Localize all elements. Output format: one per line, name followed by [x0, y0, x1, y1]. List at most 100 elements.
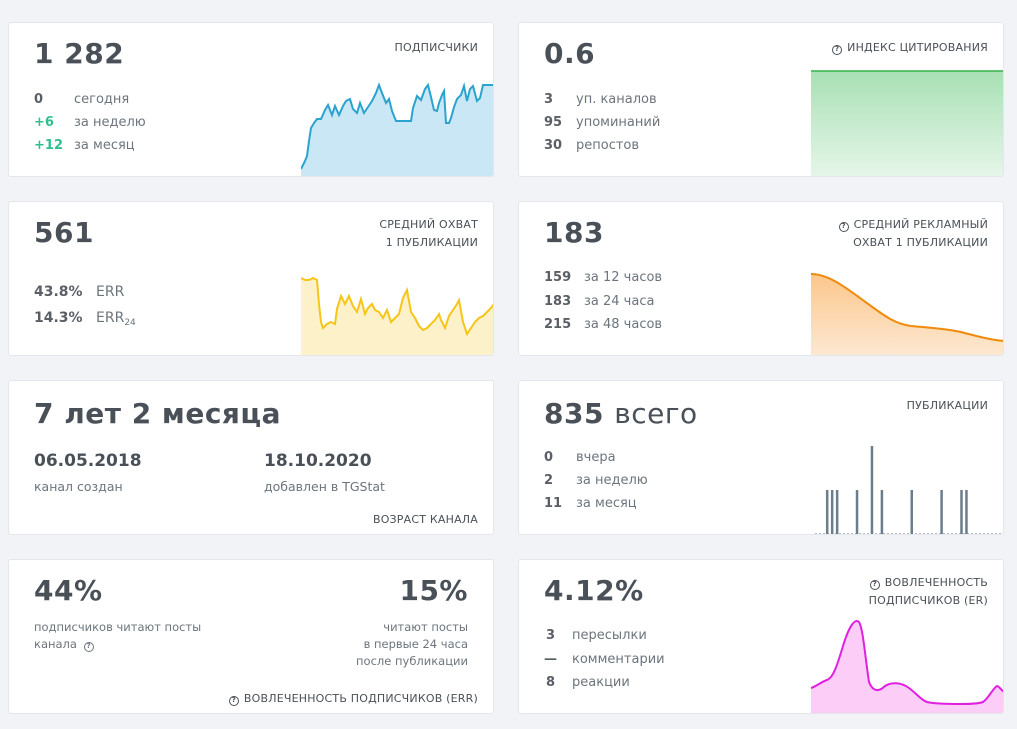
stat-value: 0 [34, 92, 44, 107]
question-circle-icon[interactable]: ? [869, 580, 880, 590]
stat-week: 2 за неделю [544, 473, 744, 491]
first-day-readers-percent: 15% [399, 574, 468, 607]
ad-reach-title-line1: СРЕДНИЙ РЕКЛАМНЫЙ [853, 218, 988, 231]
stat-value: 3 [544, 92, 554, 107]
stat-today: 0 сегодня [34, 92, 234, 110]
publications-bar-chart[interactable] [815, 441, 1004, 535]
question-circle-icon[interactable]: ? [832, 45, 843, 55]
readers-desc-line1: подписчиков читают посты [34, 620, 202, 634]
stat-reactions: 8 реакции [546, 675, 746, 693]
added-label: добавлен в TGStat [264, 479, 385, 494]
engagement-err-card[interactable]: 44% подписчиков читают посты канала ? 15… [8, 559, 494, 714]
stat-reposts: 30 репостов [544, 138, 744, 156]
readers-description: подписчиков читают посты канала ? [34, 619, 201, 653]
stat-label: репостов [576, 138, 640, 153]
publication-bar[interactable] [855, 490, 859, 534]
reach-card[interactable]: 561 СРЕДНИЙ ОХВАТ 1 ПУБЛИКАЦИИ 43.8% ERR… [8, 201, 494, 356]
stat-value: 95 [544, 115, 563, 130]
stat-value: 215 [544, 317, 572, 332]
stat-value: +12 [34, 138, 63, 153]
stat-value: 2 [544, 473, 554, 488]
stat-label: ERR [96, 284, 125, 300]
stat-label: за месяц [74, 138, 135, 153]
subscribers-count: 1 282 [34, 37, 125, 70]
added-date: 18.10.2020 [264, 451, 372, 471]
stat-value: 11 [544, 496, 563, 511]
citation-title-text: ИНДЕКС ЦИТИРОВАНИЯ [847, 41, 988, 54]
er-value: 4.12% [544, 574, 644, 607]
stat-label: за неделю [74, 115, 146, 130]
er-sparkline[interactable] [811, 616, 1004, 714]
stat-label: за 12 часов [584, 270, 663, 285]
publication-bar[interactable] [940, 490, 943, 534]
stat-value: 43.8% [34, 284, 83, 300]
stat-value: 183 [544, 294, 572, 309]
publication-bar[interactable] [910, 490, 914, 534]
err-subscript: 24 [124, 318, 136, 328]
stat-week: +6 за неделю [34, 115, 234, 133]
stat-err: 43.8% ERR [34, 284, 234, 304]
first-day-desc-line1: читают посты [383, 620, 468, 634]
citation-sparkline[interactable] [811, 69, 1004, 177]
stat-label: за месяц [576, 496, 637, 511]
stat-month: +12 за месяц [34, 138, 234, 156]
stat-err24: 14.3% ERR24 [34, 310, 234, 332]
ad-reach-sparkline[interactable] [811, 272, 1004, 356]
publication-bar[interactable] [835, 490, 839, 534]
stat-value: 30 [544, 138, 563, 153]
stat-label: за 48 часов [584, 317, 663, 332]
ad-reach-card[interactable]: 183 ? СРЕДНИЙ РЕКЛАМНЫЙ ОХВАТ 1 ПУБЛИКАЦИ… [518, 201, 1004, 356]
created-label: канал создан [34, 479, 123, 494]
stat-label: реакции [572, 675, 630, 690]
question-circle-icon[interactable]: ? [83, 642, 94, 652]
publications-card[interactable]: 835 всего ПУБЛИКАЦИИ 0 вчера 2 за неделю… [518, 380, 1004, 535]
stat-value: 3 [546, 628, 556, 643]
subscribers-sparkline[interactable] [301, 73, 494, 177]
engagement-err-title-text: ВОВЛЕЧЕННОСТЬ ПОДПИСЧИКОВ (ERR) [243, 692, 478, 705]
er-title-line2: ПОДПИСЧИКОВ (ER) [868, 594, 988, 607]
citation-index-value: 0.6 [544, 37, 596, 70]
stat-label: сегодня [74, 92, 130, 107]
stat-label: за 24 часа [584, 294, 655, 309]
reach-title: СРЕДНИЙ ОХВАТ 1 ПУБЛИКАЦИИ [379, 216, 478, 252]
publication-bar[interactable] [880, 490, 884, 534]
question-circle-icon[interactable]: ? [838, 222, 849, 232]
citation-card[interactable]: 0.6 ? ИНДЕКС ЦИТИРОВАНИЯ 3 уп. каналов 95… [518, 22, 1004, 177]
stat-value: — [544, 652, 557, 667]
channel-age-card[interactable]: 7 лет 2 месяца 06.05.2018 канал создан 1… [8, 380, 494, 535]
stat-value: 159 [544, 270, 572, 285]
publications-total: 835 всего [544, 397, 698, 430]
ad-reach-title-line2: ОХВАТ 1 ПУБЛИКАЦИИ [853, 236, 988, 249]
stat-12h: 159 за 12 часов [544, 270, 744, 288]
publication-bar[interactable] [870, 446, 874, 534]
stat-24h: 183 за 24 часа [544, 294, 744, 312]
stat-value: 8 [546, 675, 556, 690]
stat-48h: 215 за 48 часов [544, 317, 744, 335]
publication-bar[interactable] [830, 490, 834, 534]
stat-forwards: 3 пересылки [546, 628, 746, 646]
subscribers-title: ПОДПИСЧИКИ [394, 41, 478, 54]
reach-sparkline[interactable] [301, 274, 494, 356]
stat-channels: 3 уп. каналов [544, 92, 744, 110]
channel-age-title: ВОЗРАСТ КАНАЛА [372, 513, 478, 526]
publications-count: 835 [544, 397, 604, 430]
engagement-err-title: ? ВОВЛЕЧЕННОСТЬ ПОДПИСЧИКОВ (ERR) [228, 690, 478, 708]
stat-label: уп. каналов [576, 92, 657, 107]
question-circle-icon[interactable]: ? [228, 696, 239, 706]
readers-desc-line2: канала [34, 637, 77, 651]
stat-label: комментарии [572, 652, 665, 667]
publication-bar[interactable] [960, 490, 963, 534]
publication-bar[interactable] [965, 490, 968, 534]
stat-value: 14.3% [34, 310, 83, 326]
er-title: ? ВОВЛЕЧЕННОСТЬ ПОДПИСЧИКОВ (ER) [869, 574, 988, 610]
er-title-line1: ВОВЛЕЧЕННОСТЬ [884, 576, 988, 589]
subscribers-card[interactable]: 1 282 ПОДПИСЧИКИ 0 сегодня +6 за неделю … [8, 22, 494, 177]
channel-age-value: 7 лет 2 месяца [34, 397, 282, 430]
err-label-text: ERR [96, 310, 125, 326]
stat-label: ERR24 [96, 310, 136, 328]
stat-label: за неделю [576, 473, 648, 488]
stat-value: +6 [34, 115, 54, 130]
engagement-er-card[interactable]: 4.12% ? ВОВЛЕЧЕННОСТЬ ПОДПИСЧИКОВ (ER) 3 … [518, 559, 1004, 714]
publications-title: ПУБЛИКАЦИИ [906, 399, 988, 412]
publication-bar[interactable] [825, 490, 829, 534]
